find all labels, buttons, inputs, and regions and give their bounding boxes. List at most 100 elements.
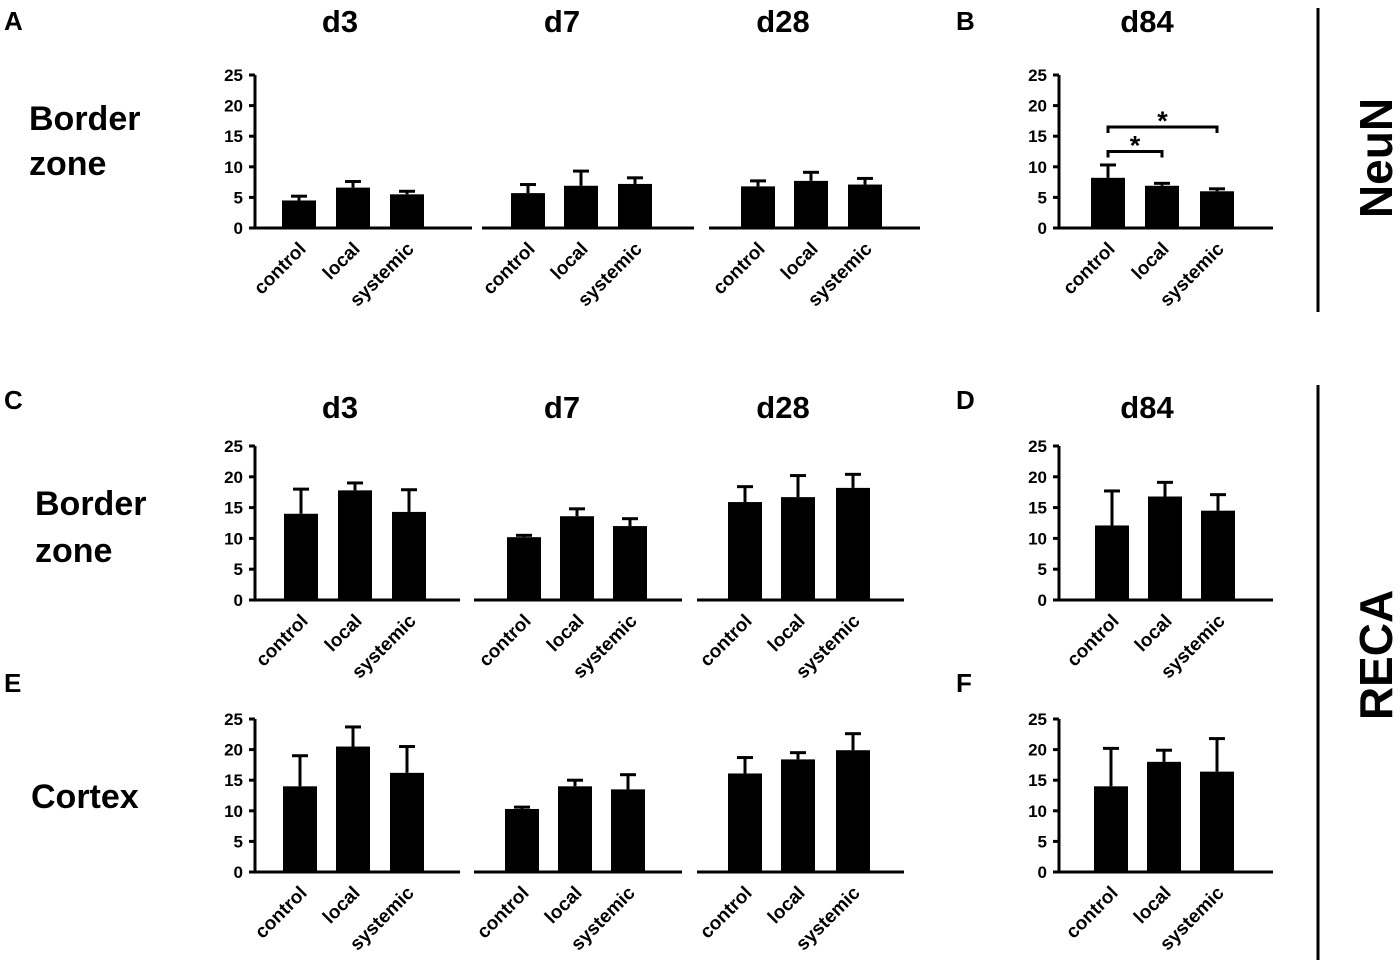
bar-local — [781, 759, 815, 872]
panel-letter-c: C — [4, 385, 23, 415]
row-label-reca-cortex: Cortex — [31, 778, 139, 816]
y-tick-label: 5 — [234, 832, 243, 851]
y-tick-label: 15 — [1028, 127, 1047, 146]
bar-local — [1147, 761, 1181, 872]
bar-systemic — [618, 183, 652, 228]
bar-local — [1145, 185, 1179, 228]
y-tick-label: 5 — [234, 560, 243, 579]
bar-control — [507, 537, 541, 600]
bar-control — [283, 786, 317, 872]
bar-local — [338, 490, 372, 600]
y-tick-label: 25 — [224, 437, 243, 456]
category-label-local: local — [764, 611, 809, 656]
bar-control — [728, 502, 762, 600]
bar-control — [505, 808, 539, 872]
y-tick-label: 15 — [1028, 499, 1047, 518]
y-tick-label: 20 — [224, 741, 243, 760]
category-label-local: local — [547, 239, 592, 284]
category-label-control: control — [473, 883, 533, 943]
y-tick-label: 10 — [1028, 529, 1047, 548]
significance-bracket — [1106, 125, 1219, 134]
panel-letter-b: B — [956, 6, 975, 36]
y-tick-label: 20 — [1028, 468, 1047, 487]
y-tick-label: 25 — [1028, 437, 1047, 456]
category-label-local: local — [541, 883, 586, 928]
category-label-control: control — [1063, 611, 1123, 671]
row-label-reca-border-1: Border — [35, 485, 146, 523]
category-label-local: local — [319, 883, 364, 928]
bar-control — [1091, 177, 1125, 228]
y-tick-label: 10 — [1028, 158, 1047, 177]
bar-systemic — [1200, 771, 1234, 872]
category-label-control: control — [696, 883, 756, 943]
category-label-local: local — [1130, 883, 1175, 928]
category-label-local: local — [319, 239, 364, 284]
y-tick-label: 15 — [224, 127, 243, 146]
bar-systemic — [392, 511, 426, 600]
y-tick-label: 15 — [224, 771, 243, 790]
day-title-reca-d84: d84 — [1120, 390, 1174, 425]
category-label-local: local — [764, 883, 809, 928]
y-tick-label: 0 — [1038, 863, 1047, 882]
y-tick-label: 25 — [1028, 710, 1047, 729]
category-label-control: control — [479, 239, 539, 299]
category-label-control: control — [475, 611, 535, 671]
bar-control — [728, 773, 762, 872]
day-title-reca-d3: d3 — [322, 390, 358, 425]
bar-local — [558, 786, 592, 872]
bar-systemic — [836, 487, 870, 600]
y-tick-label: 10 — [1028, 802, 1047, 821]
panel-letter-e: E — [4, 668, 21, 698]
y-tick-label: 5 — [1038, 560, 1047, 579]
category-label-local: local — [777, 239, 822, 284]
day-title-neun-d3: d3 — [322, 4, 358, 39]
bar-local — [1148, 496, 1182, 600]
day-title-neun-d84: d84 — [1120, 4, 1174, 39]
y-tick-label: 10 — [224, 529, 243, 548]
significance-star: * — [1157, 106, 1168, 136]
y-tick-label: 25 — [1028, 66, 1047, 85]
bar-local — [794, 180, 828, 228]
y-tick-label: 20 — [1028, 741, 1047, 760]
y-tick-label: 10 — [224, 158, 243, 177]
bar-systemic — [836, 750, 870, 872]
y-tick-label: 0 — [234, 219, 243, 238]
bar-systemic — [1200, 191, 1234, 228]
bar-systemic — [613, 526, 647, 600]
significance-star: * — [1130, 131, 1141, 161]
y-tick-label: 0 — [1038, 219, 1047, 238]
category-label-control: control — [1059, 239, 1119, 299]
y-tick-label: 20 — [224, 468, 243, 487]
y-tick-label: 5 — [1038, 188, 1047, 207]
row-label-reca-border-2: zone — [35, 532, 112, 570]
y-tick-label: 20 — [1028, 97, 1047, 116]
category-label-control: control — [250, 239, 310, 299]
bar-systemic — [390, 194, 424, 228]
bar-control — [284, 513, 318, 600]
marker-label-neun: NeuN — [1350, 98, 1400, 218]
category-label-local: local — [321, 611, 366, 656]
bar-systemic — [611, 789, 645, 872]
bar-local — [564, 185, 598, 228]
category-label-control: control — [1062, 883, 1122, 943]
bar-control — [282, 200, 316, 228]
category-label-local: local — [1131, 611, 1176, 656]
y-tick-label: 15 — [1028, 771, 1047, 790]
panel-letter-d: D — [956, 385, 975, 415]
bar-control — [741, 186, 775, 228]
category-label-control: control — [251, 883, 311, 943]
bar-systemic — [1201, 510, 1235, 600]
